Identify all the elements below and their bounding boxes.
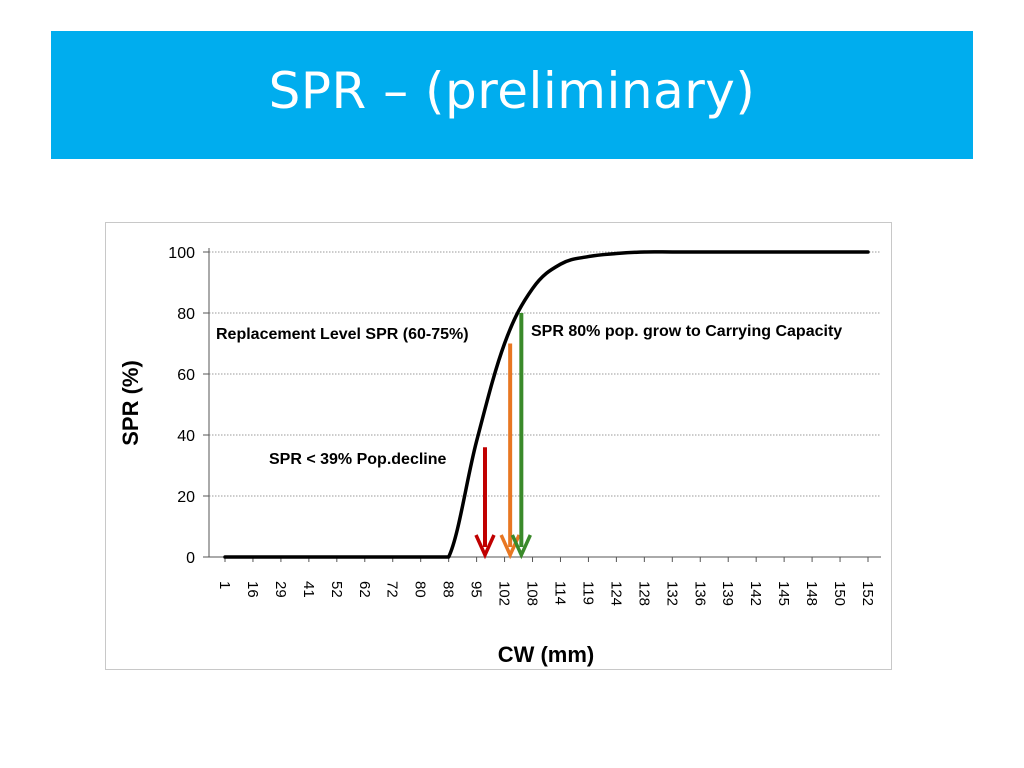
- chart-frame: 0 20 40 60 80 100 1 16 29 41 52 62 72 80 88 95 102 108 11…: [105, 222, 892, 670]
- x-tick-label-132: 132: [663, 581, 680, 606]
- slide-title: SPR – (preliminary): [268, 62, 756, 120]
- spr-39-arrow: [474, 447, 496, 560]
- y-axis-label: SPR (%): [118, 360, 143, 446]
- y-tick-label-0: 0: [186, 550, 195, 567]
- x-tick-label-16: 16: [244, 581, 261, 598]
- x-tick-label-102: 102: [496, 581, 513, 606]
- x-tick-label-136: 136: [691, 581, 708, 606]
- x-tick-label-88: 88: [440, 581, 457, 598]
- x-tick-label-1: 1: [216, 581, 233, 589]
- annotation-spr-80: SPR 80% pop. grow to Carrying Capacity: [531, 323, 842, 340]
- x-tick-label-29: 29: [272, 581, 289, 598]
- x-tick-label-72: 72: [384, 581, 401, 598]
- x-tick-label-150: 150: [831, 581, 848, 606]
- x-tick-label-52: 52: [328, 581, 345, 598]
- y-tick-label-20: 20: [177, 489, 195, 506]
- spr-80-arrow: [510, 313, 532, 560]
- x-axis-label: CW (mm): [498, 642, 595, 667]
- x-tick-label-114: 114: [551, 581, 568, 605]
- x-tick-label-142: 142: [747, 581, 764, 606]
- spr-70-arrow: [499, 343, 521, 560]
- annotation-spr-39: SPR < 39% Pop.decline: [269, 451, 447, 468]
- spr-chart: 0 20 40 60 80 100 1 16 29 41 52 62 72 80 88 95 102 108 11…: [118, 245, 881, 667]
- x-tick-label-128: 128: [635, 581, 652, 606]
- spr-39-arrow-head: [474, 534, 496, 560]
- x-tick-label-95: 95: [468, 581, 485, 598]
- x-tick-labels: 1 16 29 41 52 62 72 80 88 95 102 108 114 119 124 128 132…: [216, 581, 876, 606]
- spr-80-arrow-head: [510, 534, 532, 560]
- grid-lines: [203, 251, 881, 558]
- y-tick-labels: 0 20 40 60 80 100: [168, 245, 195, 567]
- threshold-arrows: [474, 313, 532, 560]
- x-tick-label-41: 41: [300, 581, 317, 598]
- y-tick-label-40: 40: [177, 428, 195, 445]
- x-tick-label-62: 62: [356, 581, 373, 598]
- annotation-replacement-level: Replacement Level SPR (60-75%): [216, 326, 469, 343]
- x-tick-label-152: 152: [859, 581, 876, 606]
- x-tick-label-139: 139: [719, 581, 736, 606]
- x-tick-label-148: 148: [803, 581, 820, 606]
- title-bar: SPR – (preliminary): [51, 31, 973, 159]
- spr-curve: [223, 250, 870, 559]
- x-tick-label-80: 80: [412, 581, 429, 598]
- y-tick-label-100: 100: [168, 245, 195, 262]
- x-tick-label-108: 108: [524, 581, 541, 606]
- x-tick-label-145: 145: [775, 581, 792, 606]
- x-tick-label-124: 124: [607, 581, 624, 606]
- x-tick-label-119: 119: [579, 581, 596, 605]
- y-tick-label-80: 80: [177, 306, 195, 323]
- y-tick-label-60: 60: [177, 367, 195, 384]
